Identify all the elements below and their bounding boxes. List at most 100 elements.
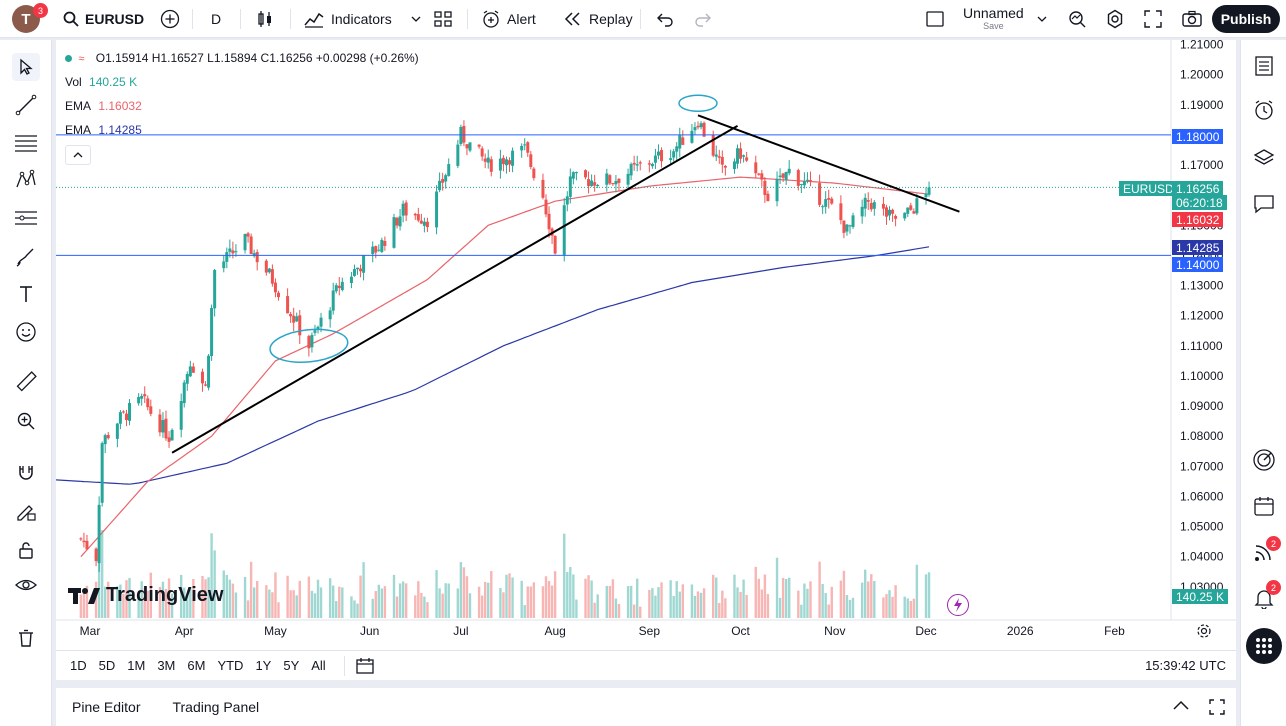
axis-settings-gear-icon[interactable] xyxy=(1196,623,1212,639)
lightning-icon[interactable] xyxy=(947,594,969,616)
candle-body xyxy=(161,420,165,433)
volume-bar xyxy=(821,583,824,618)
quick-search-button[interactable] xyxy=(1060,0,1094,38)
candle-body xyxy=(124,413,128,421)
volume-legend[interactable]: Vol 140.25 K xyxy=(65,75,141,89)
publish-label: Publish xyxy=(1220,11,1272,27)
magnet-tool[interactable] xyxy=(12,458,40,486)
trading-panel-tab[interactable]: Trading Panel xyxy=(172,699,260,715)
volume-bar xyxy=(614,598,618,618)
utc-clock[interactable]: 15:39:42 UTC xyxy=(1145,658,1226,673)
lock-drawings-tool[interactable] xyxy=(12,536,40,564)
user-drawings[interactable] xyxy=(56,94,1171,454)
volume-bar xyxy=(377,584,380,618)
tradingview-watermark[interactable]: TradingView xyxy=(68,584,223,607)
tradingview-logo-icon xyxy=(68,587,100,604)
indicators-button[interactable]: Indicators xyxy=(296,0,429,38)
eye-icon xyxy=(15,579,37,591)
measure-tool[interactable] xyxy=(12,368,40,396)
candle-body xyxy=(121,411,125,413)
price-chart[interactable]: 1.21000 1.20000 1.19000 1.18000 1.17000 1.160… xyxy=(56,40,1236,650)
ideas-stream-button[interactable] xyxy=(1250,538,1278,566)
alert-button[interactable]: Alert xyxy=(474,0,543,38)
templates-button[interactable] xyxy=(426,0,460,38)
volume-bar xyxy=(547,581,551,618)
fib-tool[interactable] xyxy=(12,129,40,157)
collapse-legend-button[interactable] xyxy=(65,145,91,165)
redo-button[interactable] xyxy=(686,0,720,38)
pattern-tool[interactable] xyxy=(12,166,40,194)
calendar-range-icon[interactable] xyxy=(355,657,375,675)
range-5d[interactable]: 5D xyxy=(98,658,116,673)
interval-button[interactable]: D xyxy=(204,0,228,38)
compare-symbol-button[interactable] xyxy=(153,0,187,38)
undo-button[interactable] xyxy=(648,0,682,38)
ema-fast-price-label: 1.16032 xyxy=(1172,212,1224,227)
candle-body xyxy=(200,371,204,384)
y-tick-label: 1.19000 xyxy=(1180,98,1224,112)
layout-menu[interactable]: Unnamed Save xyxy=(918,0,1055,38)
range-3m[interactable]: 3M xyxy=(157,658,176,673)
candle-body xyxy=(909,205,913,210)
candle-body xyxy=(249,236,253,255)
fullscreen-button[interactable] xyxy=(1136,0,1170,38)
candle-body xyxy=(635,164,639,166)
hotlist-button[interactable] xyxy=(1250,446,1278,474)
volume-bar xyxy=(775,557,779,618)
ema-fast-legend[interactable]: EMA 1.16032 xyxy=(65,99,146,113)
zoom-tool[interactable] xyxy=(12,407,40,435)
emoji-tool[interactable] xyxy=(12,318,40,346)
volume-bar xyxy=(213,550,216,618)
hide-drawings-tool[interactable] xyxy=(12,571,40,599)
volume-bar xyxy=(85,585,89,618)
chart-pane[interactable]: 1.21000 1.20000 1.19000 1.18000 1.17000 1.160… xyxy=(56,40,1236,680)
volume-bar xyxy=(632,604,636,618)
ema-slow-extension xyxy=(56,479,81,482)
brush-tool[interactable] xyxy=(12,243,40,271)
ema-slow-legend[interactable]: EMA 1.14285 xyxy=(65,123,146,137)
volume-bar xyxy=(149,572,152,618)
range-all[interactable]: All xyxy=(311,658,326,673)
symbol-search[interactable]: EURUSD xyxy=(56,0,151,38)
maximize-panel-icon[interactable] xyxy=(1208,698,1226,716)
range-1m[interactable]: 1M xyxy=(127,658,146,673)
snapshot-button[interactable] xyxy=(1174,0,1210,38)
candle-body xyxy=(395,217,399,226)
candle-body xyxy=(498,158,502,171)
candle-body xyxy=(845,224,849,232)
settings-button[interactable] xyxy=(1098,0,1132,38)
chats-button[interactable] xyxy=(1250,190,1278,218)
forecast-tool[interactable] xyxy=(12,204,40,232)
range-6m[interactable]: 6M xyxy=(187,658,206,673)
range-1y[interactable]: 1Y xyxy=(255,658,272,673)
volume-bar xyxy=(572,574,575,618)
alerts-button[interactable] xyxy=(1250,96,1278,124)
volume-bar xyxy=(818,561,821,618)
trendline-tool[interactable] xyxy=(12,91,40,119)
stay-drawing-tool[interactable] xyxy=(12,497,40,525)
y-tick-label: 1.21000 xyxy=(1180,40,1224,52)
publish-button[interactable]: Publish xyxy=(1212,5,1280,33)
candle-body xyxy=(289,314,293,317)
volume-bar xyxy=(201,575,204,618)
replay-button[interactable]: Replay xyxy=(556,0,640,38)
cursor-tool[interactable] xyxy=(12,53,40,81)
candle-body xyxy=(146,398,150,408)
pine-editor-tab[interactable]: Pine Editor xyxy=(72,699,141,715)
chevron-up-icon[interactable] xyxy=(1172,699,1190,713)
chart-type-button[interactable] xyxy=(248,0,282,38)
object-tree-button[interactable] xyxy=(1250,144,1278,172)
range-5y[interactable]: 5Y xyxy=(283,658,300,673)
watchlist-button[interactable] xyxy=(1250,52,1278,80)
range-1d[interactable]: 1D xyxy=(70,658,87,673)
text-tool[interactable] xyxy=(12,280,40,308)
range-ytd[interactable]: YTD xyxy=(217,658,244,673)
calendar-button[interactable] xyxy=(1250,492,1278,520)
candle-body xyxy=(398,216,402,227)
apps-menu-button[interactable] xyxy=(1246,628,1282,664)
volume-bar xyxy=(784,579,788,618)
volume-bar xyxy=(511,577,514,618)
volume-bar xyxy=(870,574,873,618)
remove-drawings-tool[interactable] xyxy=(12,624,40,652)
alert-label: Alert xyxy=(507,10,536,27)
